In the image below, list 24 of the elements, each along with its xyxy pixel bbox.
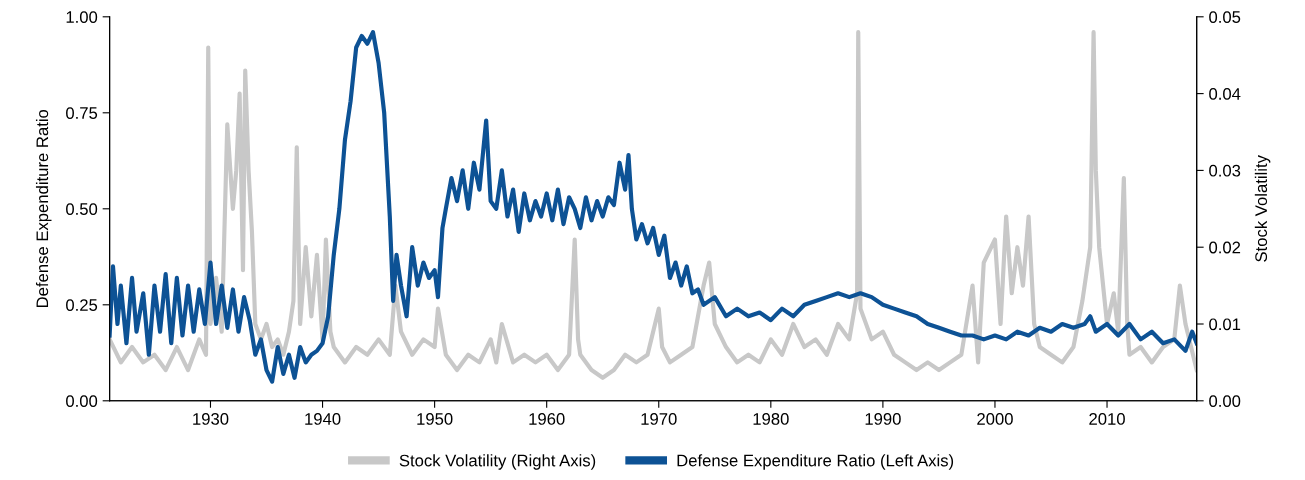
y2-tick-label: 0.01 — [1209, 318, 1241, 331]
y2-tick-label: 0.02 — [1209, 241, 1241, 254]
y-tick-label: 0.25 — [66, 299, 98, 311]
legend-label: Stock Volatility (Right Axis) — [399, 454, 596, 470]
y-tick-label: 0.75 — [66, 107, 98, 119]
x-tick-label: 1950 — [417, 413, 453, 425]
x-tick-label: 1970 — [641, 413, 677, 425]
y-tick-label: 1.00 — [66, 11, 98, 23]
y-tick-label: 0.50 — [66, 203, 98, 215]
legend-label: Defense Expenditure Ratio (Left Axis) — [677, 454, 954, 470]
y2-axis-title: Stock Volatility — [1254, 155, 1271, 262]
y-tick-label: 0.00 — [66, 395, 98, 407]
x-tick-label: 1940 — [305, 413, 341, 425]
x-tick-label: 2010 — [1089, 413, 1125, 425]
y2-tick-label: 0.04 — [1209, 88, 1241, 100]
x-tick-label: 1990 — [865, 413, 901, 425]
x-tick-label: 1960 — [529, 413, 565, 425]
x-tick-label: 1930 — [193, 413, 229, 425]
y2-tick-label: 0.03 — [1209, 164, 1241, 177]
y2-tick-label: 0.05 — [1209, 11, 1241, 23]
x-tick-label: 1980 — [753, 413, 789, 425]
y-axis-title: Defense Expenditure Ratio — [35, 109, 52, 308]
x-tick-label: 2000 — [977, 413, 1013, 425]
y2-tick-label: 0.00 — [1209, 395, 1241, 407]
